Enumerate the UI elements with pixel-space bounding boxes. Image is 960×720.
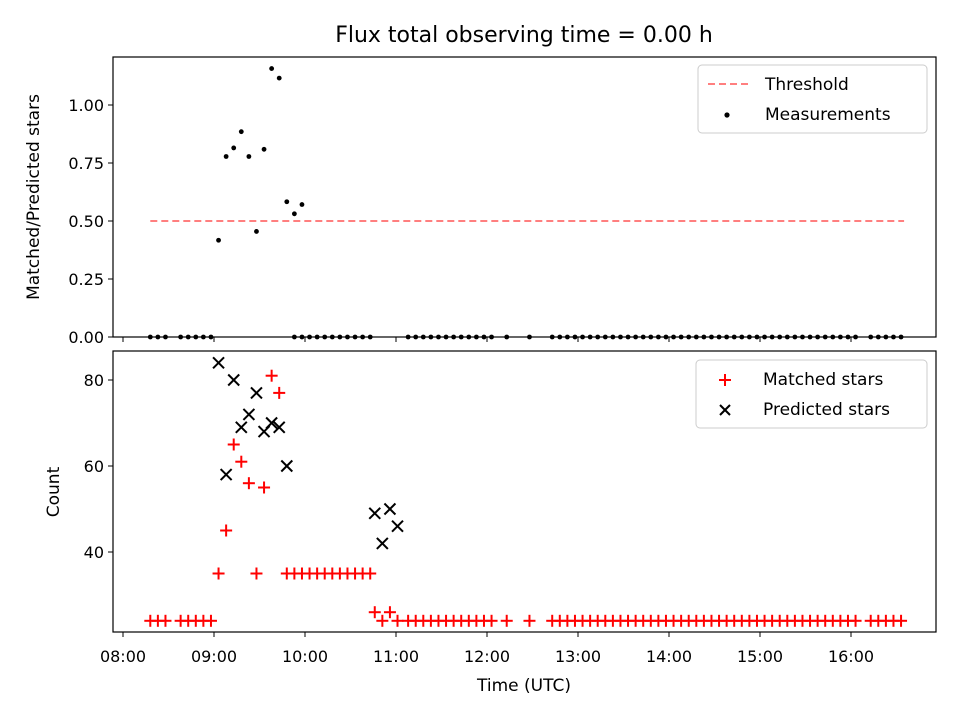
measurement-point xyxy=(231,145,237,151)
matched-star-point xyxy=(849,614,862,627)
x-tick-label: 10:00 xyxy=(282,647,328,666)
legend-matched-label: Matched stars xyxy=(763,370,883,390)
predicted-star-point xyxy=(227,373,240,387)
matched-star-point xyxy=(220,524,233,537)
matched-star-point xyxy=(280,567,293,580)
matched-star-point xyxy=(895,614,908,627)
predicted-star-point xyxy=(368,507,381,520)
matched-star-point xyxy=(235,455,248,468)
matched-star-point xyxy=(500,614,513,627)
top-legend-box xyxy=(697,64,928,134)
measurement-point xyxy=(284,199,290,205)
legend-predicted-swatch xyxy=(719,404,731,416)
legend-threshold-label: Threshold xyxy=(764,75,849,95)
matched-star-point xyxy=(159,614,172,627)
measurement-point xyxy=(216,237,221,243)
y-tick-label: 80 xyxy=(84,371,104,390)
predicted-star-point xyxy=(383,502,397,516)
matched-star-point xyxy=(227,438,240,451)
x-tick-label: 14:00 xyxy=(646,647,692,666)
bottom-axes-frame xyxy=(112,350,937,633)
measurement-point xyxy=(238,129,244,135)
matched-star-point xyxy=(523,614,536,627)
bottom-legend-box xyxy=(695,359,928,429)
bottom-y-ticks: 40 60 80 xyxy=(84,371,113,562)
legend-measurements-swatch xyxy=(724,112,730,118)
predicted-star-point xyxy=(250,386,263,400)
matched-star-point xyxy=(485,614,498,627)
top-y-ticks: 0.00 0.25 0.50 0.75 1.00 xyxy=(68,96,113,347)
matched-star-point xyxy=(364,567,377,580)
x-tick-label: 11:00 xyxy=(373,647,419,666)
predicted-star-point xyxy=(265,416,278,430)
top-panel: Matched/Predicted stars 0.00 0.25 0.50 0.75… xyxy=(24,56,937,347)
predicted-star-point xyxy=(212,356,225,370)
predicted-star-point xyxy=(219,468,233,481)
y-tick-label: 40 xyxy=(84,543,104,562)
x-tick-label: 12:00 xyxy=(464,647,510,666)
y-tick-label: 0.50 xyxy=(68,212,104,231)
matched-star-point xyxy=(265,369,278,382)
matched-star-point xyxy=(250,567,263,580)
y-tick-label: 0.00 xyxy=(68,328,104,347)
y-tick-label: 1.00 xyxy=(68,96,104,115)
y-tick-label: 0.25 xyxy=(68,270,104,289)
x-tick-label: 13:00 xyxy=(555,647,601,666)
measurement-point xyxy=(223,154,229,159)
matched-star-point xyxy=(391,614,404,627)
predicted-star-point xyxy=(273,421,286,434)
top-legend: Threshold Measurements xyxy=(697,64,928,134)
y-tick-label: 60 xyxy=(84,457,104,476)
bottom-ylabel: Count xyxy=(44,466,64,517)
top-x-ticks xyxy=(122,337,852,342)
matched-star-point xyxy=(242,477,255,490)
measurement-point xyxy=(269,66,275,71)
matched-star-point xyxy=(376,614,389,627)
matched-star-point xyxy=(204,614,217,627)
matched-star-point xyxy=(258,481,271,494)
x-tick-label: 16:00 xyxy=(828,647,874,666)
measurement-point xyxy=(291,211,297,217)
matched-star-point xyxy=(368,606,381,619)
predicted-star-point xyxy=(235,421,248,434)
measurement-point xyxy=(254,229,259,234)
measurement-point xyxy=(261,146,267,152)
measurement-point xyxy=(299,202,305,207)
predicted-star-point xyxy=(242,408,256,421)
bottom-x-ticks: 08:00 09:00 10:00 11:00 12:00 13:00 14:00 15:00… xyxy=(100,632,874,666)
top-ylabel: Matched/Predicted stars xyxy=(24,94,44,300)
matched-star-point xyxy=(383,606,396,619)
measurement-point xyxy=(276,75,282,81)
legend-matched-swatch xyxy=(719,374,731,386)
matched-star-point xyxy=(273,386,286,399)
top-axes-frame xyxy=(112,56,937,338)
bottom-marks xyxy=(144,356,908,627)
predicted-star-point xyxy=(376,537,389,550)
x-tick-label: 09:00 xyxy=(191,647,237,666)
predicted-star-point xyxy=(391,519,404,533)
x-tick-label: 08:00 xyxy=(100,647,146,666)
x-tick-label: 15:00 xyxy=(737,647,783,666)
y-tick-label: 0.75 xyxy=(68,154,104,173)
legend-predicted-label: Predicted stars xyxy=(763,400,890,420)
predicted-star-point xyxy=(280,459,294,473)
bottom-panel: Count Time (UTC) 40 60 80 08:00 09:00 10:00 1… xyxy=(44,350,937,696)
measurement-point xyxy=(246,154,252,159)
matched-star-point xyxy=(212,567,225,580)
legend-measurements-label: Measurements xyxy=(765,105,891,125)
bottom-legend: Matched stars Predicted stars xyxy=(695,359,928,429)
chart-title: Flux total observing time = 0.00 h xyxy=(335,23,713,48)
bottom-xlabel: Time (UTC) xyxy=(476,676,571,696)
